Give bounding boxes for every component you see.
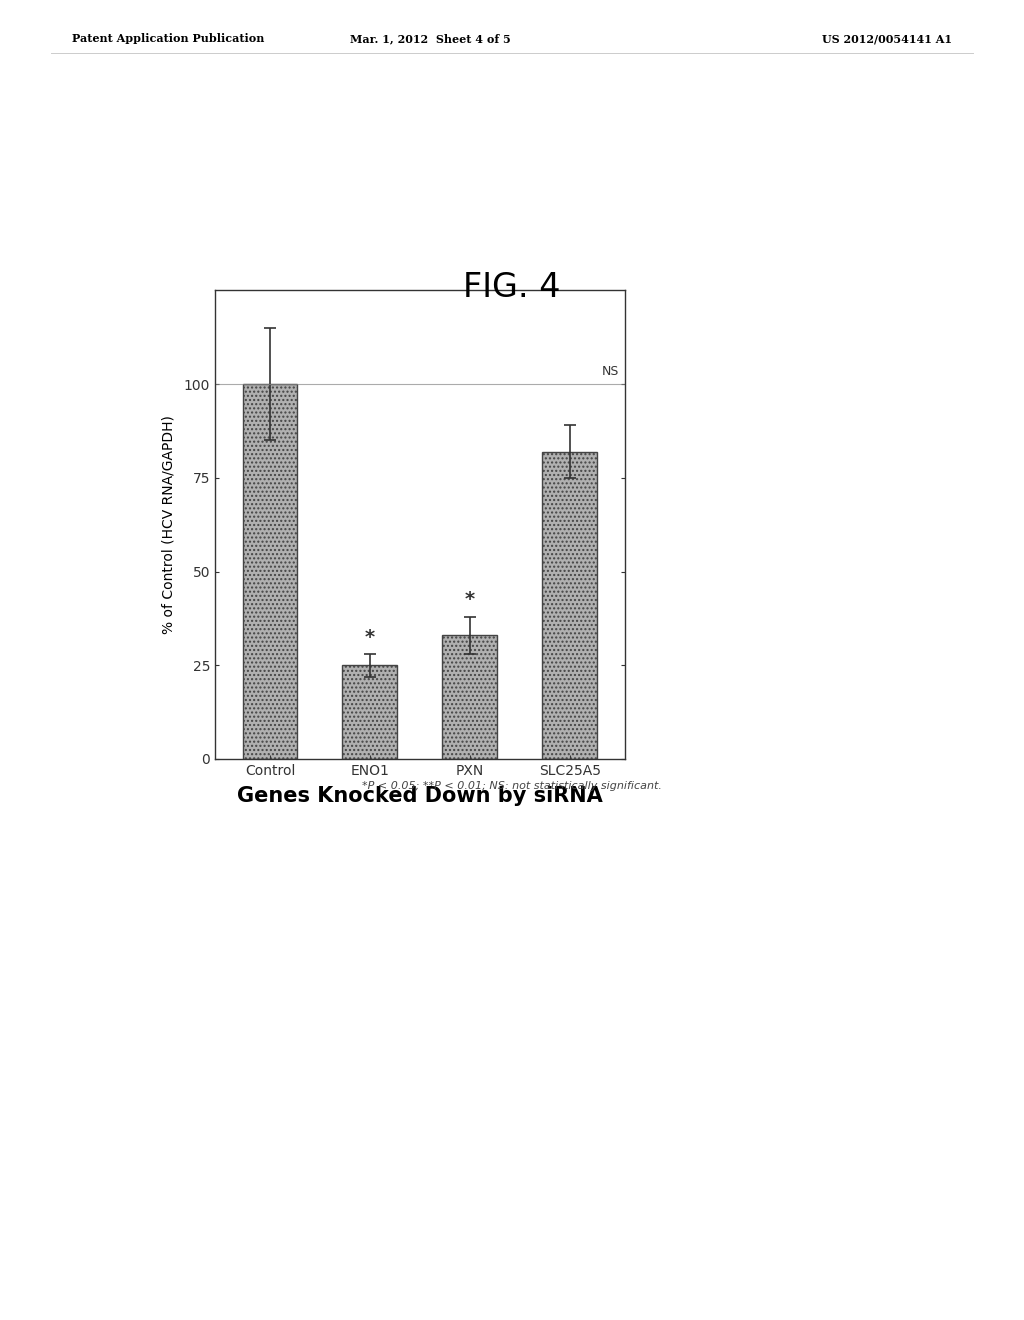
Text: FIG. 4: FIG. 4	[463, 271, 561, 304]
Bar	[243, 384, 297, 759]
Bar	[442, 635, 498, 759]
Y-axis label: % of Control (HCV RNA/GAPDH): % of Control (HCV RNA/GAPDH)	[162, 416, 175, 634]
Text: *: *	[465, 590, 475, 609]
Text: Patent Application Publication: Patent Application Publication	[72, 33, 264, 44]
X-axis label: Genes Knocked Down by siRNA: Genes Knocked Down by siRNA	[237, 787, 603, 807]
Text: US 2012/0054141 A1: US 2012/0054141 A1	[822, 33, 952, 44]
Bar	[543, 451, 597, 759]
Text: *: *	[365, 627, 375, 647]
Bar	[342, 665, 397, 759]
Text: Mar. 1, 2012  Sheet 4 of 5: Mar. 1, 2012 Sheet 4 of 5	[350, 33, 510, 44]
Text: NS: NS	[602, 366, 620, 379]
Text: *P < 0.05; **P < 0.01; NS: not statistically significant.: *P < 0.05; **P < 0.01; NS: not statistic…	[362, 781, 662, 792]
